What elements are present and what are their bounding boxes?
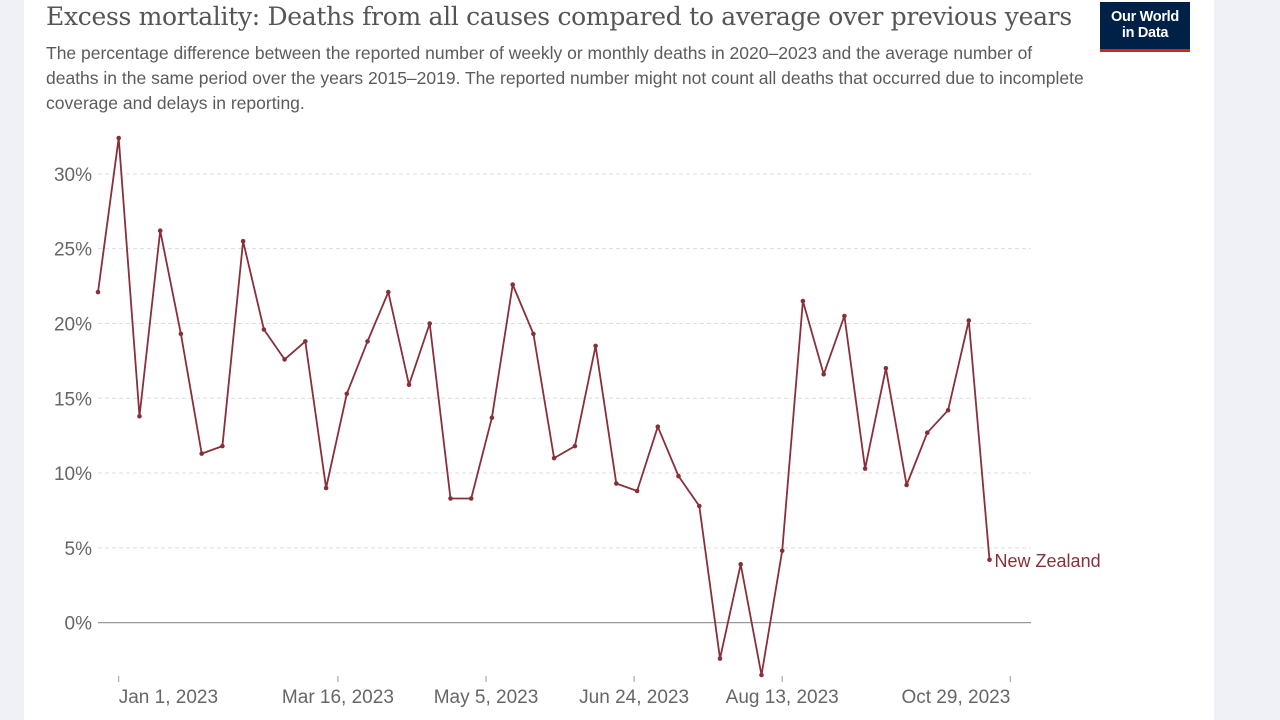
data-point[interactable] [800, 298, 806, 304]
data-point[interactable] [116, 135, 121, 141]
data-point[interactable] [945, 407, 951, 413]
series-layer[interactable]: New Zealand [95, 135, 1101, 678]
data-point[interactable] [634, 488, 640, 494]
data-point[interactable] [883, 366, 889, 371]
y-tick-label: 30% [54, 165, 92, 186]
x-tick-label: Aug 13, 2023 [726, 687, 839, 708]
data-point[interactable] [365, 339, 370, 344]
data-point[interactable] [448, 496, 453, 501]
data-point[interactable] [240, 238, 246, 244]
data-point[interactable] [987, 557, 992, 563]
y-tick-label: 5% [65, 539, 93, 560]
chart-title: Excess mortality: Deaths from all causes… [46, 2, 1072, 31]
logo-line-2: in Data [1121, 25, 1169, 41]
data-point[interactable] [551, 455, 557, 461]
data-point[interactable] [303, 339, 308, 344]
y-tick-label: 15% [54, 389, 92, 410]
series-label-new-zealand[interactable]: New Zealand [995, 551, 1101, 571]
data-point[interactable] [157, 228, 163, 233]
data-point[interactable] [406, 382, 412, 388]
x-tick-label: Jan 1, 2023 [119, 687, 218, 708]
data-point[interactable] [261, 327, 267, 332]
data-point[interactable] [199, 451, 204, 456]
data-point[interactable] [427, 321, 433, 326]
owid-logo[interactable]: Our World in Data [1100, 2, 1190, 52]
x-tick-label: Mar 16, 2023 [282, 687, 394, 708]
data-point[interactable] [738, 562, 743, 567]
logo-line-1: Our World [1111, 9, 1179, 25]
data-point[interactable] [842, 313, 847, 319]
data-point[interactable] [904, 482, 909, 488]
axes: 0% 5% 10% 15% 20% 25% 30% Jan 1, 2023 Mar 16, 20… [54, 165, 1011, 708]
x-tick-label: May 5, 2023 [434, 687, 539, 708]
data-point[interactable] [531, 331, 536, 337]
data-point[interactable] [593, 343, 598, 349]
data-point[interactable] [614, 481, 619, 486]
y-tick-label: 10% [54, 464, 92, 485]
data-point[interactable] [386, 289, 391, 295]
data-point[interactable] [220, 443, 225, 449]
y-tick-label: 20% [54, 314, 92, 335]
data-point[interactable] [925, 430, 930, 436]
data-point[interactable] [697, 503, 702, 509]
x-tick-label: Jun 24, 2023 [579, 687, 689, 708]
data-point[interactable] [717, 656, 723, 661]
chart-subtitle: The percentage difference between the re… [46, 43, 1084, 113]
y-tick-label: 25% [54, 240, 92, 261]
data-point[interactable] [468, 496, 474, 501]
data-point[interactable] [821, 372, 826, 377]
data-point[interactable] [95, 289, 101, 295]
data-point[interactable] [759, 672, 764, 678]
x-tick-label: Oct 29, 2023 [901, 687, 1010, 708]
data-point[interactable] [282, 357, 287, 362]
data-point[interactable] [510, 282, 515, 287]
y-tick-label: 0% [65, 614, 93, 635]
series-line-new-zealand[interactable] [97, 137, 991, 676]
data-point[interactable] [966, 318, 972, 323]
data-point[interactable] [779, 548, 785, 554]
data-point[interactable] [676, 473, 681, 479]
gridlines [98, 173, 1031, 624]
data-point[interactable] [137, 413, 142, 419]
data-point[interactable] [344, 391, 350, 397]
data-point[interactable] [489, 415, 495, 421]
data-point[interactable] [655, 424, 661, 430]
data-point[interactable] [323, 485, 329, 491]
data-point[interactable] [862, 466, 868, 471]
data-point[interactable] [572, 443, 578, 449]
data-point[interactable] [178, 331, 184, 337]
chart-card: Excess mortality: Deaths from all causes… [24, 0, 1214, 720]
